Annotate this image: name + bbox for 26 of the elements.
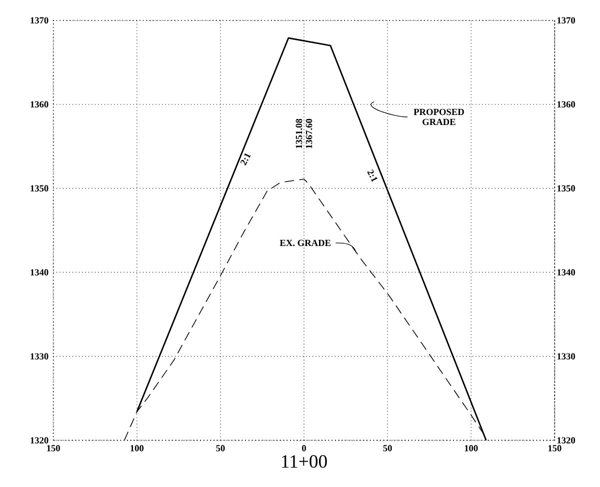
x-tick-label: 50: [383, 445, 392, 452]
annotation: 2:1: [367, 169, 378, 182]
y-tick-label: 1370: [30, 17, 48, 24]
x-tick-label: 100: [130, 445, 144, 452]
y2-tick-label: 1360: [557, 101, 576, 108]
y2-tick-label: 1340: [557, 269, 576, 276]
x-axis-title: 11+00: [282, 455, 327, 468]
x-tick-label: 50: [216, 445, 225, 452]
x-tick-label: 0: [302, 445, 306, 452]
y-tick-label: 1350: [30, 185, 48, 192]
y-tick-label: 1340: [30, 269, 48, 276]
y-tick-label: 1360: [30, 101, 48, 108]
annotation: 2:1: [240, 153, 251, 166]
y2-tick-label: 1320: [557, 437, 576, 444]
x-tick-label: 150: [47, 445, 60, 452]
y2-tick-label: 1330: [557, 353, 576, 360]
y-tick-label: 1330: [30, 353, 48, 360]
x-tick-label: 150: [548, 445, 562, 452]
annotation: 1367.60: [306, 118, 312, 148]
legend-label: PROPOSED GRADE: [414, 108, 464, 126]
y2-tick-label: 1350: [557, 185, 576, 192]
annotation: 1351.08: [296, 118, 302, 148]
y2-tick-label: 1370: [557, 17, 576, 24]
series-label: EX. GRADE: [280, 240, 331, 246]
x-tick-label: 100: [464, 445, 478, 452]
y-tick-label: 1320: [30, 437, 48, 444]
